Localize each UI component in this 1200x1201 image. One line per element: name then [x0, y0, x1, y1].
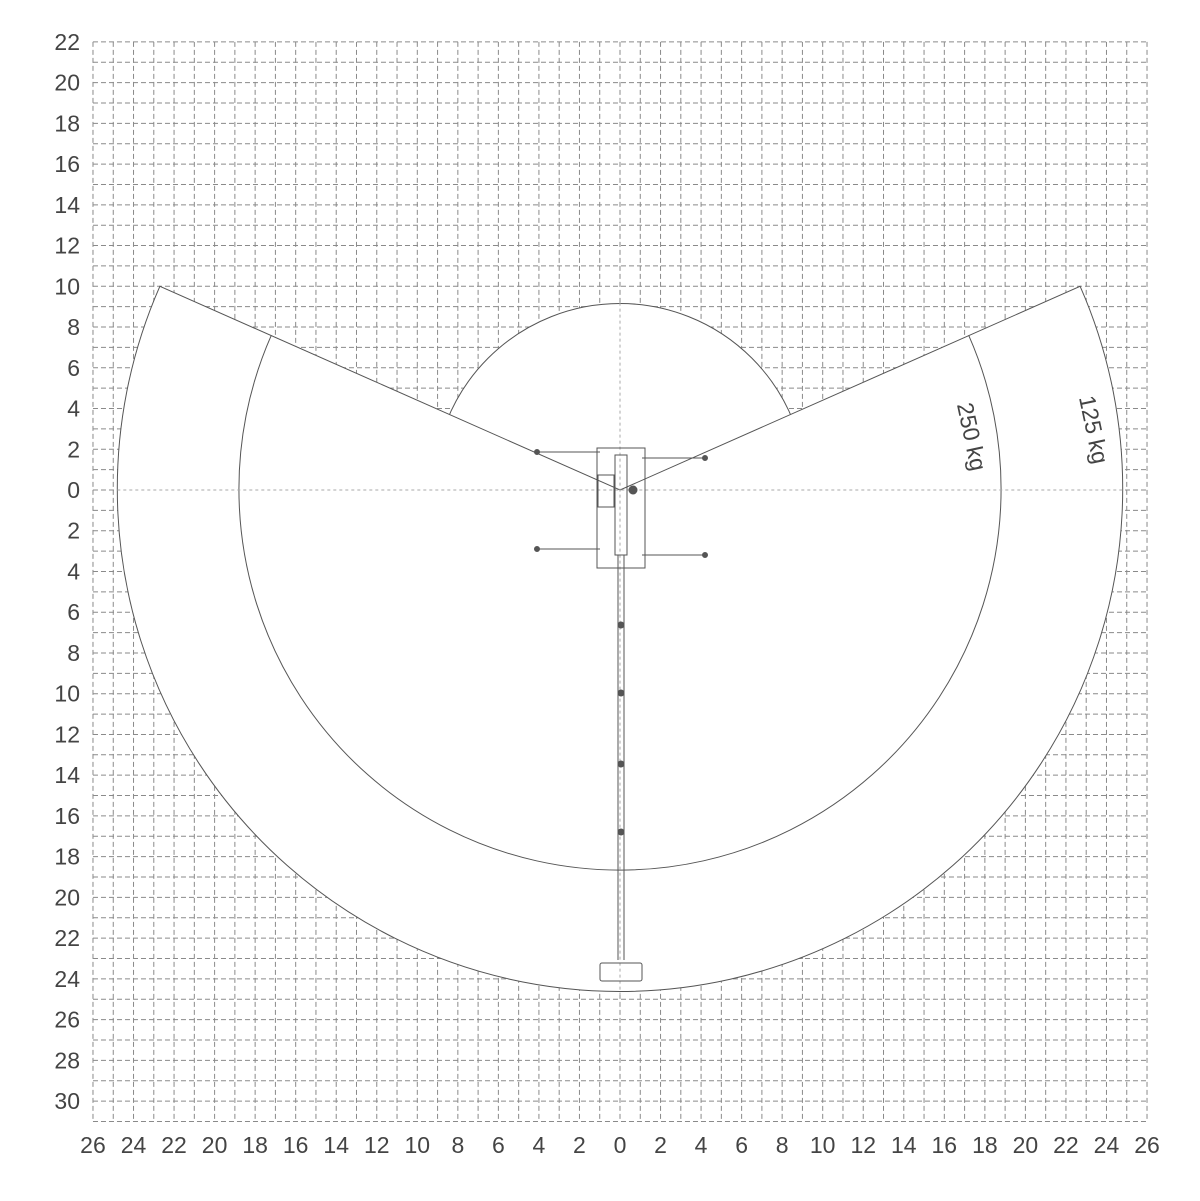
x-tick-label: 10	[810, 1132, 836, 1158]
y-tick-label: 2	[67, 436, 80, 462]
x-tick-label: 18	[972, 1132, 998, 1158]
boom-joint	[617, 760, 625, 768]
y-tick-label: 14	[54, 192, 80, 218]
basket	[599, 962, 643, 982]
y-tick-label: 28	[54, 1047, 80, 1073]
y-tick-label: 16	[54, 151, 80, 177]
y-tick-label: 26	[54, 1007, 80, 1033]
y-tick-label: 8	[67, 314, 80, 340]
machine-top-view	[534, 447, 708, 982]
boom-joint	[617, 621, 625, 629]
y-tick-label: 0	[67, 477, 80, 503]
y-tick-label: 18	[54, 844, 80, 870]
x-tick-label: 16	[283, 1132, 309, 1158]
x-tick-label: 12	[364, 1132, 390, 1158]
y-tick-label: 12	[54, 721, 80, 747]
envelope-250kg	[238, 334, 1002, 871]
y-tick-label: 22	[54, 29, 80, 55]
y-tick-label: 20	[54, 70, 80, 96]
boom-joint	[617, 828, 625, 836]
y-tick-label: 10	[54, 273, 80, 299]
x-tick-label: 24	[121, 1132, 147, 1158]
x-tick-label: 18	[242, 1132, 268, 1158]
x-tick-label: 22	[1053, 1132, 1079, 1158]
zero-axes	[117, 302, 1123, 996]
x-tick-label: 22	[161, 1132, 187, 1158]
slew-pivot	[628, 485, 638, 495]
boom-base	[614, 454, 628, 556]
y-tick-label: 30	[54, 1088, 80, 1114]
x-tick-label: 0	[614, 1132, 627, 1158]
x-tick-label: 6	[735, 1132, 748, 1158]
x-tick-label: 16	[932, 1132, 958, 1158]
x-tick-label: 10	[405, 1132, 431, 1158]
x-tick-label: 2	[654, 1132, 667, 1158]
outrigger-pad	[702, 455, 708, 461]
x-tick-label: 26	[80, 1132, 106, 1158]
x-tick-label: 12	[850, 1132, 876, 1158]
boom-joint	[617, 689, 625, 697]
turret	[597, 474, 615, 508]
tick-labels: 26 24 22 20 18 16 14 12 10 8 6 4 2 0 2 4 6 8 10 12 14 16 18 20 2…	[54, 29, 1159, 1158]
x-tick-label: 4	[695, 1132, 708, 1158]
x-tick-label: 14	[323, 1132, 349, 1158]
x-tick-label: 24	[1094, 1132, 1120, 1158]
x-tick-label: 2	[573, 1132, 586, 1158]
chassis	[596, 447, 646, 569]
x-tick-label: 20	[1013, 1132, 1039, 1158]
y-tick-label: 18	[54, 110, 80, 136]
outrigger-pad	[534, 449, 540, 455]
y-tick-label: 24	[54, 966, 80, 992]
outrigger-pad	[534, 546, 540, 552]
y-tick-label: 4	[67, 396, 80, 422]
y-tick-label: 2	[67, 518, 80, 544]
y-tick-label: 6	[67, 599, 80, 625]
y-tick-label: 12	[54, 233, 80, 259]
x-tick-label: 4	[533, 1132, 546, 1158]
y-tick-label: 8	[67, 640, 80, 666]
y-tick-label: 14	[54, 762, 80, 788]
y-tick-label: 6	[67, 355, 80, 381]
y-tick-label: 4	[67, 558, 80, 584]
outrigger-pad	[702, 552, 708, 558]
y-tick-label: 16	[54, 803, 80, 829]
x-tick-label: 8	[776, 1132, 789, 1158]
x-tick-label: 6	[492, 1132, 505, 1158]
x-tick-label: 20	[202, 1132, 228, 1158]
x-tick-label: 8	[451, 1132, 464, 1158]
y-tick-label: 22	[54, 925, 80, 951]
x-tick-label: 26	[1134, 1132, 1160, 1158]
x-tick-label: 14	[891, 1132, 917, 1158]
y-tick-label: 10	[54, 681, 80, 707]
y-tick-label: 20	[54, 884, 80, 910]
